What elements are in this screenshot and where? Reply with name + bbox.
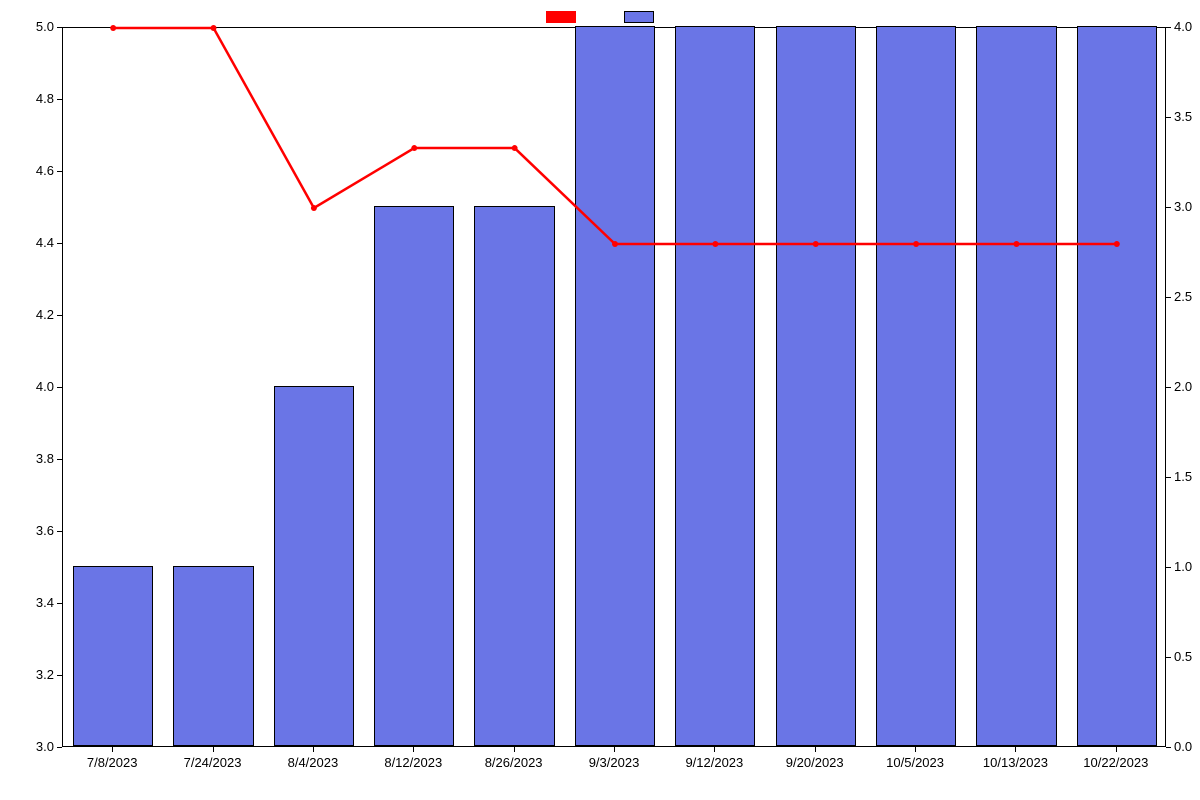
x-axis-label: 10/22/2023 [1083, 755, 1148, 770]
line-marker [813, 241, 819, 247]
left-axis-tick [57, 27, 62, 28]
x-axis-label: 8/26/2023 [485, 755, 543, 770]
right-axis-label: 1.0 [1174, 559, 1192, 574]
x-axis-tick [614, 747, 615, 752]
line-marker [411, 145, 417, 151]
x-axis-label: 9/3/2023 [589, 755, 640, 770]
right-axis-label: 3.5 [1174, 109, 1192, 124]
line-marker [1114, 241, 1120, 247]
left-axis-tick [57, 99, 62, 100]
chart-legend [0, 8, 1200, 23]
left-axis-label: 4.0 [36, 379, 54, 394]
legend-bar-swatch [624, 11, 654, 23]
left-axis-label: 5.0 [36, 19, 54, 34]
right-axis-tick [1166, 117, 1171, 118]
x-axis-label: 7/24/2023 [184, 755, 242, 770]
x-axis-tick [313, 747, 314, 752]
x-axis-label: 9/12/2023 [685, 755, 743, 770]
legend-item [624, 8, 654, 23]
right-axis-tick [1166, 657, 1171, 658]
x-axis-tick [915, 747, 916, 752]
x-axis-tick [514, 747, 515, 752]
x-axis-label: 8/4/2023 [288, 755, 339, 770]
left-axis-tick [57, 675, 62, 676]
x-axis-tick [815, 747, 816, 752]
right-axis-tick [1166, 207, 1171, 208]
left-axis-label: 3.0 [36, 739, 54, 754]
combo-chart: 3.0 3.2 3.4 3.6 3.8 4.0 4.2 4.4 4.6 4.8 5.0 0.0 0.5 1… [0, 0, 1200, 800]
left-axis-tick [57, 387, 62, 388]
right-axis-tick [1166, 297, 1171, 298]
right-axis-tick [1166, 27, 1171, 28]
right-axis-label: 2.5 [1174, 289, 1192, 304]
left-axis-tick [57, 459, 62, 460]
left-axis-tick [57, 603, 62, 604]
x-axis-tick [213, 747, 214, 752]
left-axis-label: 4.2 [36, 307, 54, 322]
left-axis-tick [57, 315, 62, 316]
left-axis-label: 3.2 [36, 667, 54, 682]
x-axis-label: 9/20/2023 [786, 755, 844, 770]
legend-item [546, 8, 576, 23]
line-marker [512, 145, 518, 151]
left-axis-tick [57, 171, 62, 172]
line-marker [1013, 241, 1019, 247]
right-axis-label: 0.5 [1174, 649, 1192, 664]
left-axis-label: 4.8 [36, 91, 54, 106]
line-marker [913, 241, 919, 247]
right-axis-label: 4.0 [1174, 19, 1192, 34]
right-axis-tick [1166, 747, 1171, 748]
line-marker [311, 205, 317, 211]
right-axis-tick [1166, 477, 1171, 478]
left-axis-label: 3.8 [36, 451, 54, 466]
left-axis-label: 3.6 [36, 523, 54, 538]
right-axis-label: 2.0 [1174, 379, 1192, 394]
right-axis-tick [1166, 567, 1171, 568]
plot-area [62, 27, 1166, 747]
left-axis-tick [57, 243, 62, 244]
left-axis-label: 4.6 [36, 163, 54, 178]
left-axis-label: 3.4 [36, 595, 54, 610]
right-axis-label: 0.0 [1174, 739, 1192, 754]
line-marker [110, 25, 116, 31]
right-axis-tick [1166, 387, 1171, 388]
x-axis-tick [1015, 747, 1016, 752]
x-axis-tick [413, 747, 414, 752]
line-marker [211, 25, 217, 31]
left-axis-tick [57, 747, 62, 748]
x-axis-tick [714, 747, 715, 752]
line-series [113, 28, 1117, 244]
line-marker [612, 241, 618, 247]
x-axis-tick [112, 747, 113, 752]
left-axis-tick [57, 531, 62, 532]
x-axis-label: 10/13/2023 [983, 755, 1048, 770]
x-axis-label: 8/12/2023 [384, 755, 442, 770]
x-axis-label: 7/8/2023 [87, 755, 138, 770]
line-series-layer [63, 28, 1167, 748]
line-marker [712, 241, 718, 247]
right-axis-label: 3.0 [1174, 199, 1192, 214]
legend-line-swatch [546, 11, 576, 23]
x-axis-label: 10/5/2023 [886, 755, 944, 770]
left-axis-label: 4.4 [36, 235, 54, 250]
x-axis-tick [1116, 747, 1117, 752]
right-axis-label: 1.5 [1174, 469, 1192, 484]
